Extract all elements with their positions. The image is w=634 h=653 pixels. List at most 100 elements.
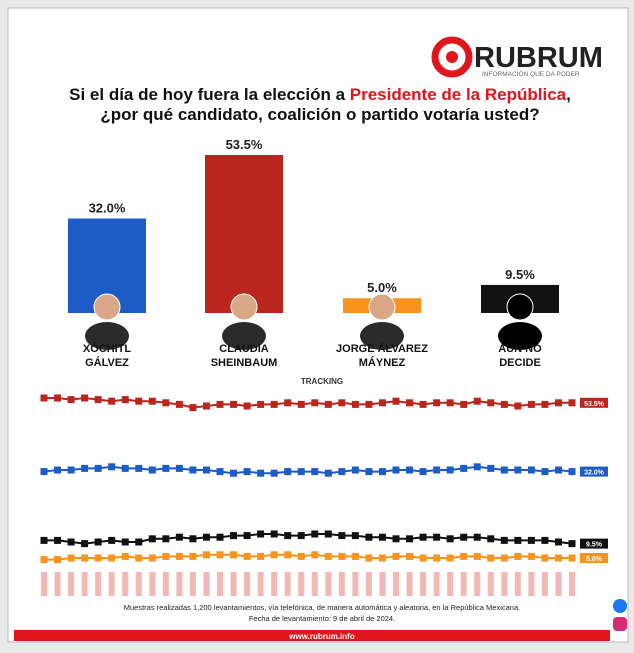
point bbox=[244, 553, 251, 560]
point bbox=[460, 465, 467, 472]
point bbox=[298, 401, 305, 408]
portrait-head bbox=[369, 294, 395, 320]
point bbox=[365, 401, 372, 408]
point bbox=[569, 468, 576, 475]
date-tick bbox=[515, 572, 521, 596]
point bbox=[95, 396, 102, 403]
point bbox=[406, 535, 413, 542]
point bbox=[555, 467, 562, 474]
category-box: AÚN NO DECIDE bbox=[455, 342, 585, 374]
point bbox=[447, 555, 454, 562]
point bbox=[149, 467, 156, 474]
point bbox=[379, 555, 386, 562]
point bbox=[365, 468, 372, 475]
date-tick bbox=[231, 572, 237, 596]
date-tick bbox=[420, 572, 426, 596]
end-label: 53.5% bbox=[584, 401, 605, 408]
point bbox=[338, 468, 345, 475]
date-tick bbox=[41, 572, 47, 596]
point bbox=[284, 468, 291, 475]
point bbox=[433, 534, 440, 541]
date-tick bbox=[325, 572, 331, 596]
category-box: XÓCHITL GÁLVEZ bbox=[42, 342, 172, 374]
facebook-icon[interactable] bbox=[613, 599, 627, 613]
category-label: XÓCHITL GÁLVEZ bbox=[67, 342, 147, 370]
point bbox=[379, 399, 386, 406]
date-tick bbox=[217, 572, 223, 596]
date-tick bbox=[68, 572, 74, 596]
portrait-head bbox=[231, 294, 257, 320]
date-tick bbox=[569, 572, 575, 596]
point bbox=[487, 465, 494, 472]
point bbox=[325, 553, 332, 560]
date-tick bbox=[488, 572, 494, 596]
point bbox=[393, 535, 400, 542]
end-label: 5.0% bbox=[586, 556, 603, 563]
date-tick bbox=[298, 572, 304, 596]
point bbox=[352, 532, 359, 539]
point bbox=[149, 398, 156, 405]
point bbox=[176, 553, 183, 560]
point bbox=[257, 531, 264, 538]
point bbox=[257, 553, 264, 560]
date-tick bbox=[434, 572, 440, 596]
point bbox=[514, 403, 521, 410]
point bbox=[68, 555, 75, 562]
point bbox=[338, 399, 345, 406]
point bbox=[108, 537, 115, 544]
title-line: ¿por qué candidato, coalición o partido … bbox=[100, 105, 539, 124]
point bbox=[501, 537, 508, 544]
category-box: CLAUDIA SHEINBAUM bbox=[179, 342, 309, 374]
point bbox=[108, 398, 115, 405]
point bbox=[433, 467, 440, 474]
point bbox=[176, 401, 183, 408]
point bbox=[379, 468, 386, 475]
point bbox=[420, 555, 427, 562]
point bbox=[528, 467, 535, 474]
date-tick bbox=[190, 572, 196, 596]
point bbox=[41, 468, 48, 475]
point bbox=[474, 398, 481, 405]
point bbox=[514, 467, 521, 474]
point bbox=[487, 399, 494, 406]
point bbox=[41, 537, 48, 544]
date-tick bbox=[379, 572, 385, 596]
point bbox=[122, 539, 129, 546]
end-label: 32.0% bbox=[584, 470, 605, 477]
point bbox=[393, 467, 400, 474]
point bbox=[474, 463, 481, 470]
date-tick bbox=[163, 572, 169, 596]
date-tick bbox=[285, 572, 291, 596]
point bbox=[555, 539, 562, 546]
point bbox=[162, 465, 169, 472]
point bbox=[555, 399, 562, 406]
point bbox=[244, 403, 251, 410]
value-label: 32.0% bbox=[89, 200, 126, 215]
point bbox=[284, 532, 291, 539]
point bbox=[203, 551, 210, 558]
logo-name: RUBRUM bbox=[474, 42, 603, 74]
point bbox=[217, 551, 224, 558]
point bbox=[379, 534, 386, 541]
point bbox=[447, 535, 454, 542]
infographic: RUBRUM INFORMACIÓN QUE DA PODER Si el dí… bbox=[0, 0, 634, 648]
point bbox=[257, 401, 264, 408]
point bbox=[311, 551, 318, 558]
point bbox=[460, 534, 467, 541]
point bbox=[203, 467, 210, 474]
point bbox=[365, 555, 372, 562]
point bbox=[447, 399, 454, 406]
point bbox=[365, 534, 372, 541]
footer-date: Fecha de levantamiento: 9 de abril de 20… bbox=[249, 614, 395, 623]
point bbox=[95, 539, 102, 546]
point bbox=[514, 553, 521, 560]
point bbox=[406, 467, 413, 474]
logo-tagline: INFORMACIÓN QUE DA PODER bbox=[482, 69, 580, 78]
point bbox=[311, 468, 318, 475]
point bbox=[68, 396, 75, 403]
instagram-icon[interactable] bbox=[613, 617, 627, 631]
point bbox=[81, 395, 88, 402]
date-tick bbox=[109, 572, 115, 596]
date-tick bbox=[461, 572, 467, 596]
date-tick bbox=[474, 572, 480, 596]
